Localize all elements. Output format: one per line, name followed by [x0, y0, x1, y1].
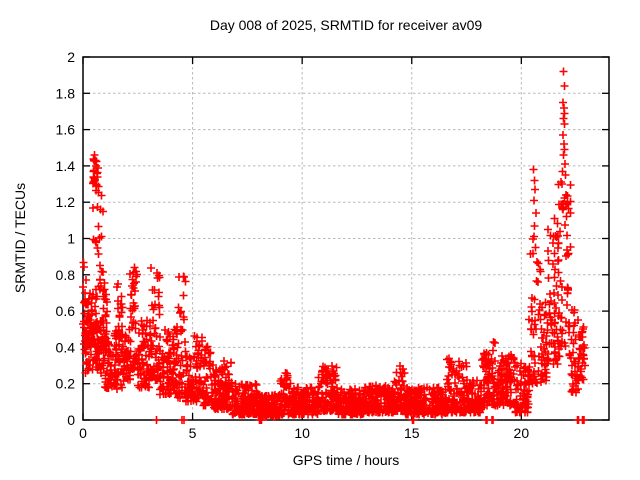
y-tick-label: 0 — [67, 412, 75, 428]
scatter-plus-markers — [79, 67, 589, 424]
data-points — [79, 67, 589, 424]
y-tick-label: 0.2 — [56, 376, 76, 392]
tick-labels: 0 5 10 15 20 0 0.2 0.4 0.6 0.8 1 1.2 1.4 1.6 1.8 2 — [56, 49, 530, 441]
y-tick-label: 1 — [67, 231, 75, 247]
x-axis-label: GPS time / hours — [293, 452, 400, 468]
y-axis-label: SRMTID / TECUs — [12, 183, 28, 293]
x-tick-label: 20 — [514, 425, 530, 441]
y-tick-label: 1.6 — [56, 122, 76, 138]
y-tick-label: 0.4 — [56, 339, 76, 355]
x-tick-label: 15 — [404, 425, 420, 441]
y-tick-label: 1.2 — [56, 194, 76, 210]
y-tick-label: 1.4 — [56, 158, 76, 174]
y-tick-label: 1.8 — [56, 85, 76, 101]
chart-title: Day 008 of 2025, SRMTID for receiver av0… — [210, 17, 483, 33]
y-tick-label: 0.6 — [56, 303, 76, 319]
y-tick-label: 0.8 — [56, 267, 76, 283]
x-tick-label: 10 — [294, 425, 310, 441]
x-tick-label: 5 — [189, 425, 197, 441]
plot-border — [82, 56, 610, 421]
x-tick-label: 0 — [79, 425, 87, 441]
y-tick-label: 2 — [67, 49, 75, 65]
